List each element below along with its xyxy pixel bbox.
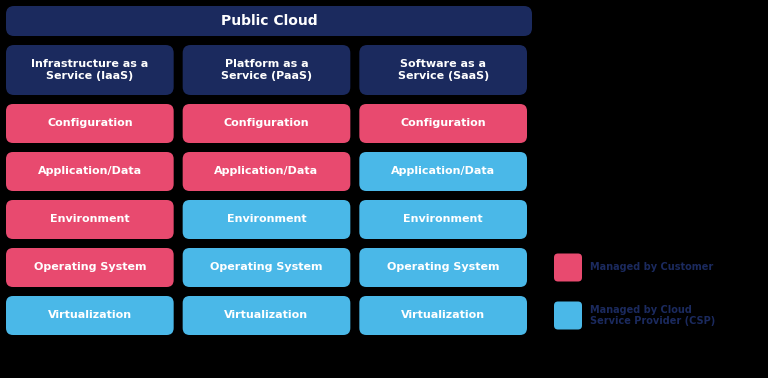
FancyBboxPatch shape [359,200,527,239]
Text: Application/Data: Application/Data [38,166,142,177]
FancyBboxPatch shape [183,200,350,239]
FancyBboxPatch shape [183,104,350,143]
FancyBboxPatch shape [359,296,527,335]
Text: Managed by Cloud
Service Provider (CSP): Managed by Cloud Service Provider (CSP) [590,305,715,326]
FancyBboxPatch shape [359,104,527,143]
FancyBboxPatch shape [6,6,532,36]
Text: Application/Data: Application/Data [214,166,319,177]
FancyBboxPatch shape [183,248,350,287]
Text: Virtualization: Virtualization [224,310,309,321]
Text: Environment: Environment [227,214,306,225]
FancyBboxPatch shape [554,302,582,330]
FancyBboxPatch shape [359,45,527,95]
FancyBboxPatch shape [554,254,582,282]
FancyBboxPatch shape [183,45,350,95]
FancyBboxPatch shape [6,296,174,335]
Text: Operating System: Operating System [387,262,499,273]
FancyBboxPatch shape [6,200,174,239]
Text: Operating System: Operating System [210,262,323,273]
Text: Software as a
Service (SaaS): Software as a Service (SaaS) [398,59,488,81]
FancyBboxPatch shape [6,104,174,143]
FancyBboxPatch shape [183,152,350,191]
Text: Platform as a
Service (PaaS): Platform as a Service (PaaS) [221,59,312,81]
FancyBboxPatch shape [359,152,527,191]
FancyBboxPatch shape [183,296,350,335]
Text: Managed by Customer: Managed by Customer [590,262,713,273]
FancyBboxPatch shape [6,248,174,287]
FancyBboxPatch shape [359,248,527,287]
Text: Virtualization: Virtualization [48,310,132,321]
Text: Operating System: Operating System [34,262,146,273]
FancyBboxPatch shape [6,45,174,95]
Text: Public Cloud: Public Cloud [220,14,317,28]
Text: Infrastructure as a
Service (IaaS): Infrastructure as a Service (IaaS) [31,59,148,81]
Text: Environment: Environment [403,214,483,225]
Text: Configuration: Configuration [400,118,486,129]
Text: Application/Data: Application/Data [391,166,495,177]
Text: Configuration: Configuration [223,118,310,129]
Text: Environment: Environment [50,214,130,225]
Text: Configuration: Configuration [47,118,133,129]
FancyBboxPatch shape [6,152,174,191]
Text: Virtualization: Virtualization [401,310,485,321]
